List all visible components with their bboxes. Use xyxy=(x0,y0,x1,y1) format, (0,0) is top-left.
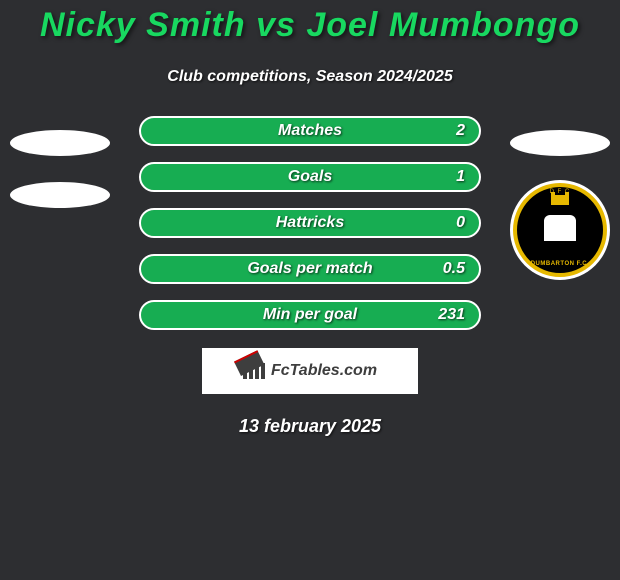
vs-word: vs xyxy=(256,6,296,44)
stat-value: 1 xyxy=(456,168,465,186)
subtitle: Club competitions, Season 2024/2025 xyxy=(0,68,620,86)
stat-label: Goals per match xyxy=(247,260,372,278)
barchart-icon xyxy=(243,363,265,379)
stat-label: Min per goal xyxy=(263,306,357,324)
stat-value: 2 xyxy=(456,122,465,140)
player2-name: Joel Mumbongo xyxy=(306,6,580,44)
stat-value: 231 xyxy=(438,306,465,324)
stat-row-hattricks: Hattricks 0 xyxy=(139,208,481,238)
stat-row-matches: Matches 2 xyxy=(139,116,481,146)
stats-block: Matches 2 Goals 1 Hattricks 0 Goals per … xyxy=(0,116,620,330)
stat-row-goals: Goals 1 xyxy=(139,162,481,192)
stat-label: Matches xyxy=(278,122,342,140)
source-text: FcTables.com xyxy=(271,362,377,380)
comparison-card: Nicky Smith vs Joel Mumbongo Club compet… xyxy=(0,6,620,580)
stat-value: 0.5 xyxy=(443,260,465,278)
stat-row-min-per-goal: Min per goal 231 xyxy=(139,300,481,330)
stat-row-goals-per-match: Goals per match 0.5 xyxy=(139,254,481,284)
stat-label: Goals xyxy=(288,168,332,186)
date-text: 13 february 2025 xyxy=(0,416,620,437)
source-attribution: FcTables.com xyxy=(202,348,418,394)
stat-value: 0 xyxy=(456,214,465,232)
page-title: Nicky Smith vs Joel Mumbongo xyxy=(0,6,620,45)
stat-label: Hattricks xyxy=(276,214,344,232)
player1-name: Nicky Smith xyxy=(40,6,246,44)
